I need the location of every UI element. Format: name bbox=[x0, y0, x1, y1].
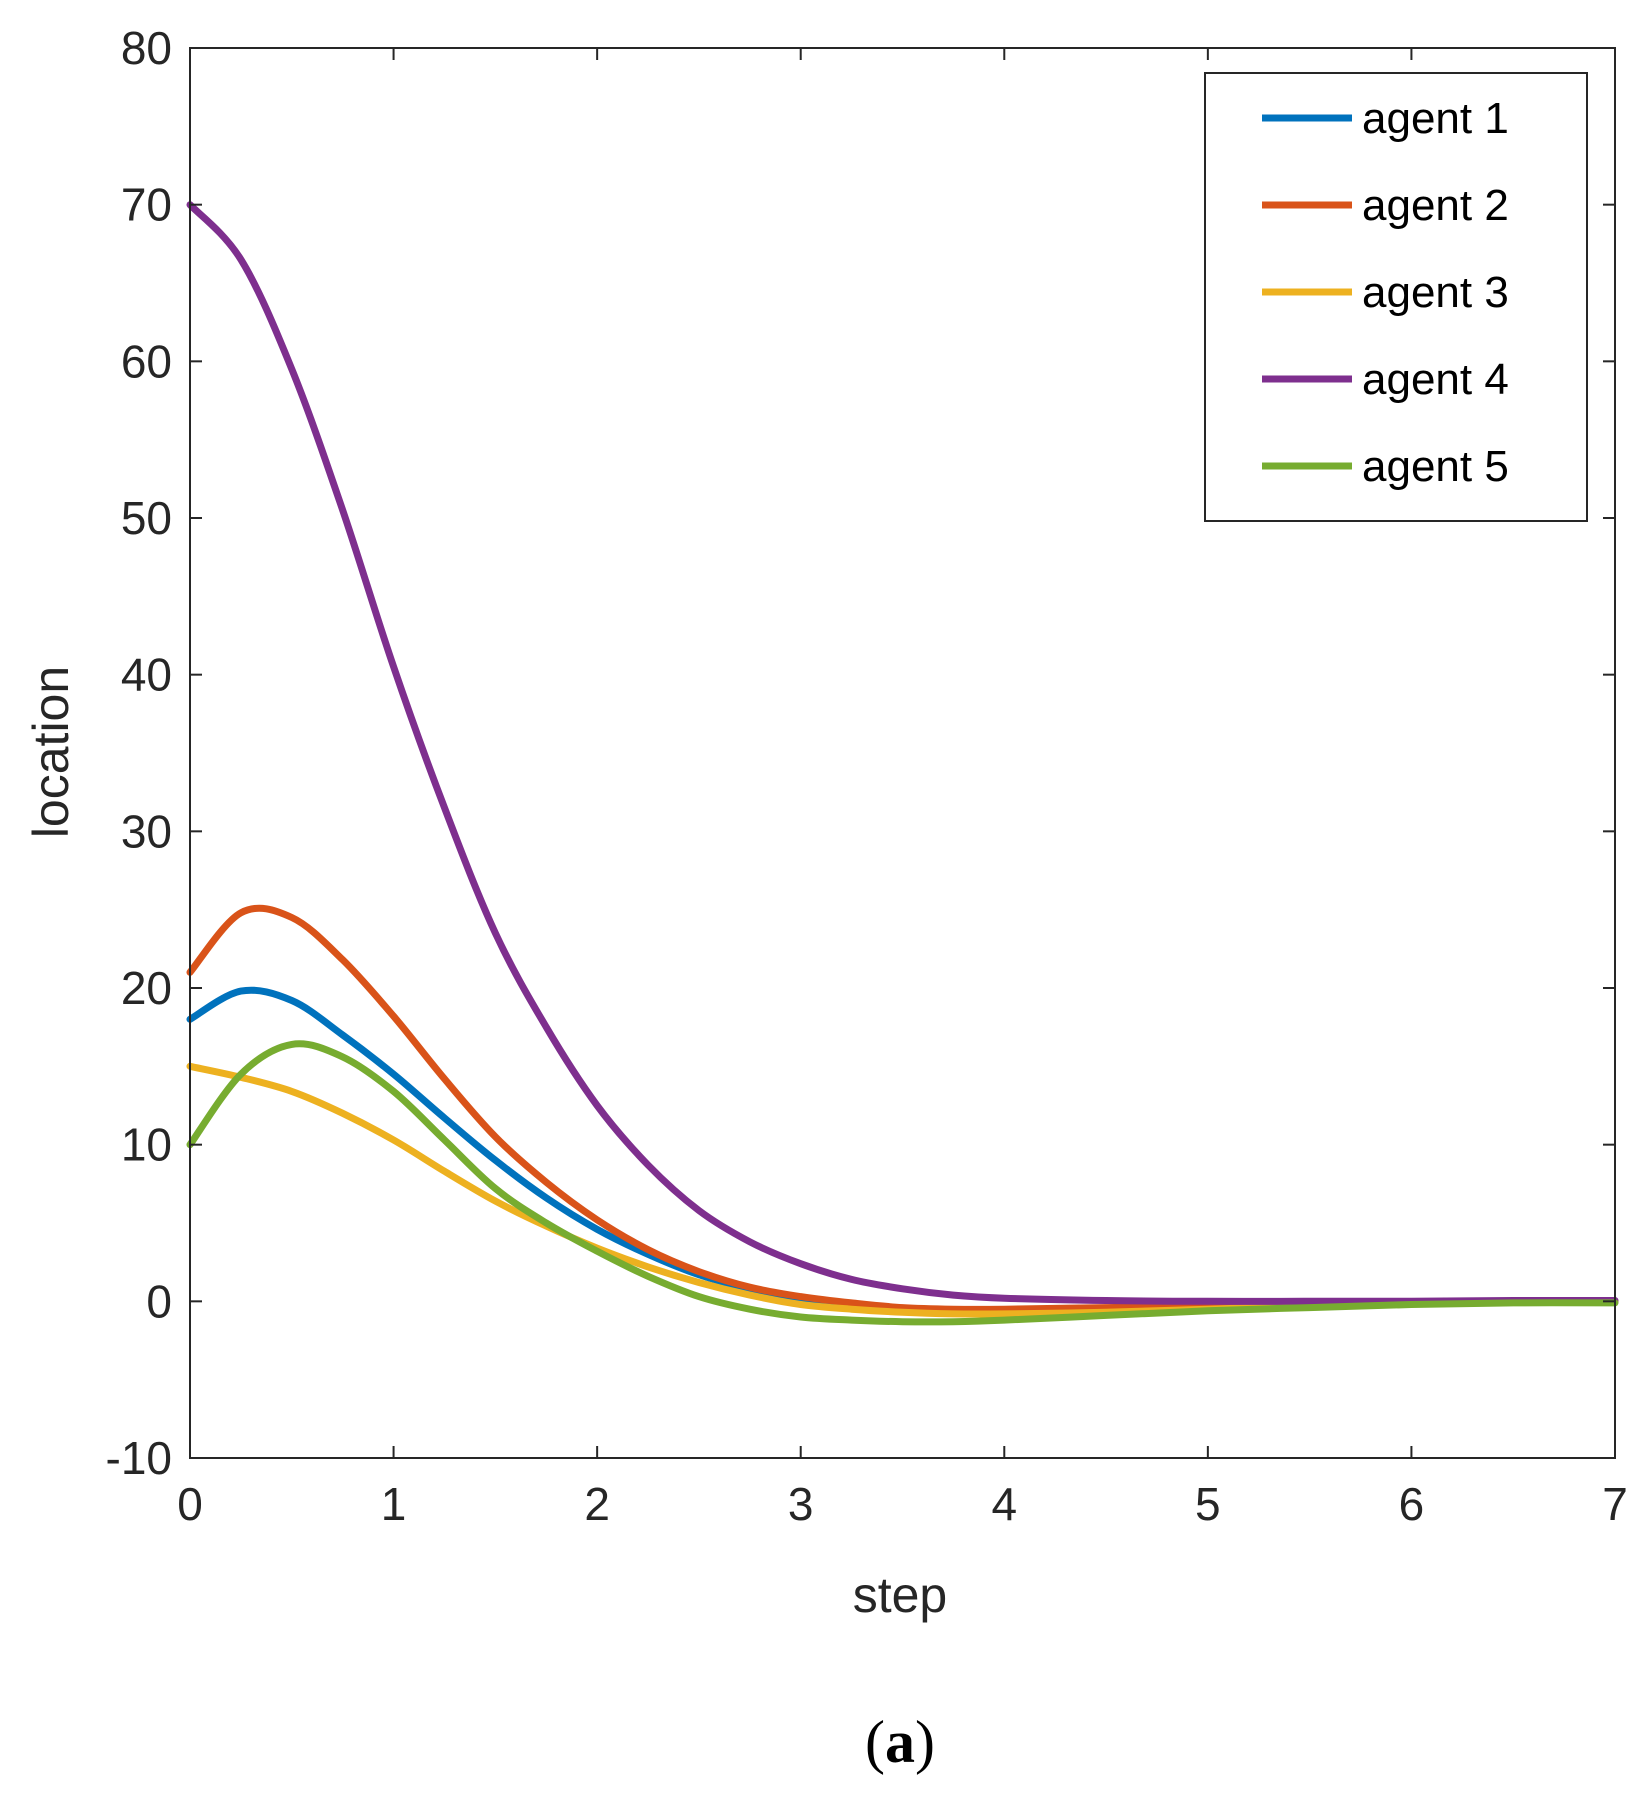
plot-lines bbox=[186, 201, 1619, 1326]
legend-box bbox=[1204, 72, 1588, 522]
caption-open: ( bbox=[865, 1709, 885, 1775]
x-tick-label: 6 bbox=[1399, 1478, 1425, 1530]
y-tick-label: -10 bbox=[106, 1432, 172, 1484]
series-line-agent-1 bbox=[186, 986, 1619, 1315]
x-tick-label: 7 bbox=[1602, 1478, 1628, 1530]
caption: (a) bbox=[865, 1709, 935, 1775]
legend-label-agent-4: agent 4 bbox=[1362, 355, 1509, 404]
series-line-agent-2 bbox=[186, 904, 1619, 1313]
y-axis-label: location bbox=[23, 666, 79, 838]
y-tick-label: 70 bbox=[121, 179, 172, 231]
y-tick-label: 80 bbox=[121, 22, 172, 74]
series-line-agent-4 bbox=[186, 201, 1619, 1305]
x-tick-label: 1 bbox=[381, 1478, 407, 1530]
plot-frame bbox=[189, 47, 1616, 1459]
legend-label-agent-1: agent 1 bbox=[1362, 94, 1509, 143]
legend-label-agent-3: agent 3 bbox=[1362, 268, 1509, 317]
y-tick-label: 0 bbox=[146, 1275, 172, 1327]
y-tick-label: 40 bbox=[121, 649, 172, 701]
caption-letter: a bbox=[885, 1709, 915, 1775]
y-tick-label: 30 bbox=[121, 805, 172, 857]
x-tick-label: 0 bbox=[177, 1478, 203, 1530]
x-tick-label: 3 bbox=[788, 1478, 814, 1530]
axis-ticks bbox=[189, 47, 1616, 1459]
y-tick-label: 10 bbox=[121, 1119, 172, 1171]
x-axis-label: step bbox=[853, 1567, 948, 1623]
x-tick-label: 4 bbox=[991, 1478, 1017, 1530]
legend-label-agent-5: agent 5 bbox=[1362, 442, 1509, 491]
y-tick-label: 20 bbox=[121, 962, 172, 1014]
y-tick-label: 60 bbox=[121, 335, 172, 387]
x-tick-label: 5 bbox=[1195, 1478, 1221, 1530]
series-line-agent-5 bbox=[186, 1040, 1619, 1326]
y-tick-label: 50 bbox=[121, 492, 172, 544]
legend-label-agent-2: agent 2 bbox=[1362, 181, 1509, 230]
legend: agent 1 agent 2 agent 3 agent 4 agent 5 bbox=[1204, 72, 1588, 522]
x-tick-label: 2 bbox=[584, 1478, 610, 1530]
caption-close: ) bbox=[915, 1709, 935, 1775]
